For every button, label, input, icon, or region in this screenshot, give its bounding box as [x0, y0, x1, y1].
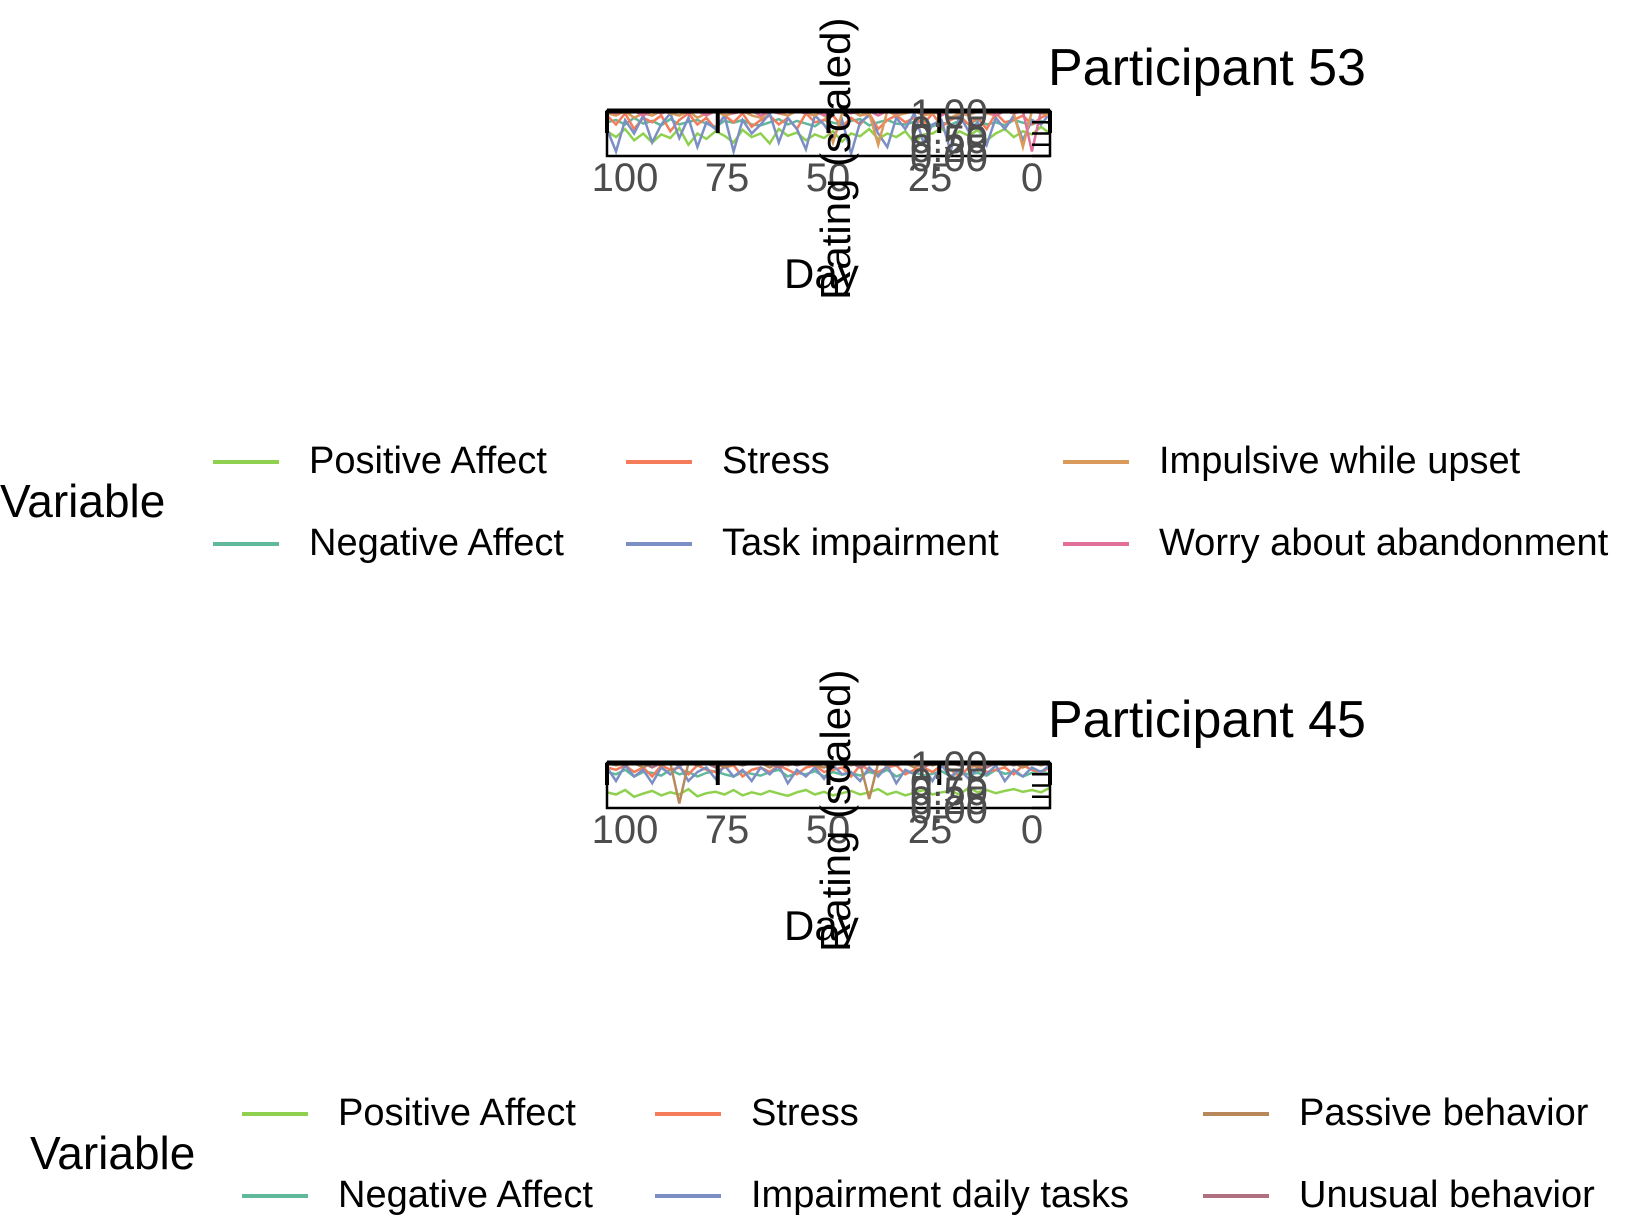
chart-title: Participant 53	[1048, 39, 1366, 97]
y-tick-label: 1.00	[910, 92, 988, 136]
plot-area-1	[605, 108, 1052, 159]
legend-title: Variable	[0, 475, 166, 527]
y-tick-label: 0.75	[910, 761, 988, 805]
y-tick-label: 0.00	[910, 136, 988, 180]
x-tick-label: 75	[704, 808, 750, 852]
legend-label: Positive Affect	[309, 440, 547, 482]
legend-key	[1063, 542, 1129, 546]
chart-panel-2: Participant 45 100 75 50 25 0 0.00 0.25 …	[0, 618, 1635, 1218]
x-tick-label: 25	[907, 156, 953, 200]
legend-key	[655, 1112, 721, 1116]
y-tick-label: 0.50	[910, 118, 988, 162]
legend-key	[1063, 460, 1129, 464]
x-tick-label: 25	[907, 808, 953, 852]
y-tick-label: 0.25	[910, 127, 988, 171]
legend-key	[626, 460, 692, 464]
legend-label: Impairment daily tasks	[751, 1174, 1130, 1216]
x-tick-label: 0	[1020, 156, 1044, 200]
legend-label: Impulsive while upset	[1159, 440, 1521, 482]
legend-title: Variable	[30, 1127, 196, 1179]
legend-key	[1203, 1112, 1269, 1116]
y-tick-label: 0.75	[910, 109, 988, 153]
x-tick-label: 100	[591, 156, 659, 200]
y-tick-label: 0.25	[910, 779, 988, 823]
legend-label: Positive Affect	[338, 1092, 576, 1134]
legend-label: Worry about abandonment	[1159, 522, 1609, 564]
legend-key	[213, 542, 279, 546]
x-tick-label: 50	[805, 156, 851, 200]
legend-key	[626, 542, 692, 546]
x-tick-label: 75	[704, 156, 750, 200]
legend-key	[655, 1194, 721, 1198]
x-tick-label: 0	[1020, 808, 1044, 852]
legend-label: Stress	[751, 1092, 859, 1134]
legend-label: Negative Affect	[309, 522, 564, 564]
legend-key	[242, 1112, 308, 1116]
chart-panel-1: Participant 53 100 75 50 25 0 0.00 0.25 …	[0, 17, 1609, 564]
legend-key	[213, 460, 279, 464]
legend-label: Passive behavior	[1299, 1092, 1589, 1134]
x-axis-label: Day	[784, 250, 859, 297]
legend-label: Negative Affect	[338, 1174, 593, 1216]
x-axis-label: Day	[784, 902, 859, 949]
legend-label: Unusual behavior	[1299, 1174, 1595, 1216]
series-line-1	[606, 125, 1051, 148]
legend-label: Task impairment	[722, 522, 999, 564]
legend-label: Stress	[722, 440, 830, 482]
y-tick-label: 1.00	[910, 744, 988, 788]
chart-title: Participant 45	[1048, 691, 1366, 749]
x-tick-label: 100	[591, 808, 659, 852]
y-axis-label: Rating (scaled)	[812, 669, 859, 952]
legend-key	[242, 1194, 308, 1198]
plot-area-2	[605, 760, 1052, 810]
y-tick-label: 0.50	[910, 770, 988, 814]
y-axis-label: Rating (scaled)	[812, 17, 859, 300]
x-tick-label: 50	[805, 808, 851, 852]
legend-key	[1203, 1194, 1269, 1198]
y-tick-label: 0.00	[910, 788, 988, 832]
